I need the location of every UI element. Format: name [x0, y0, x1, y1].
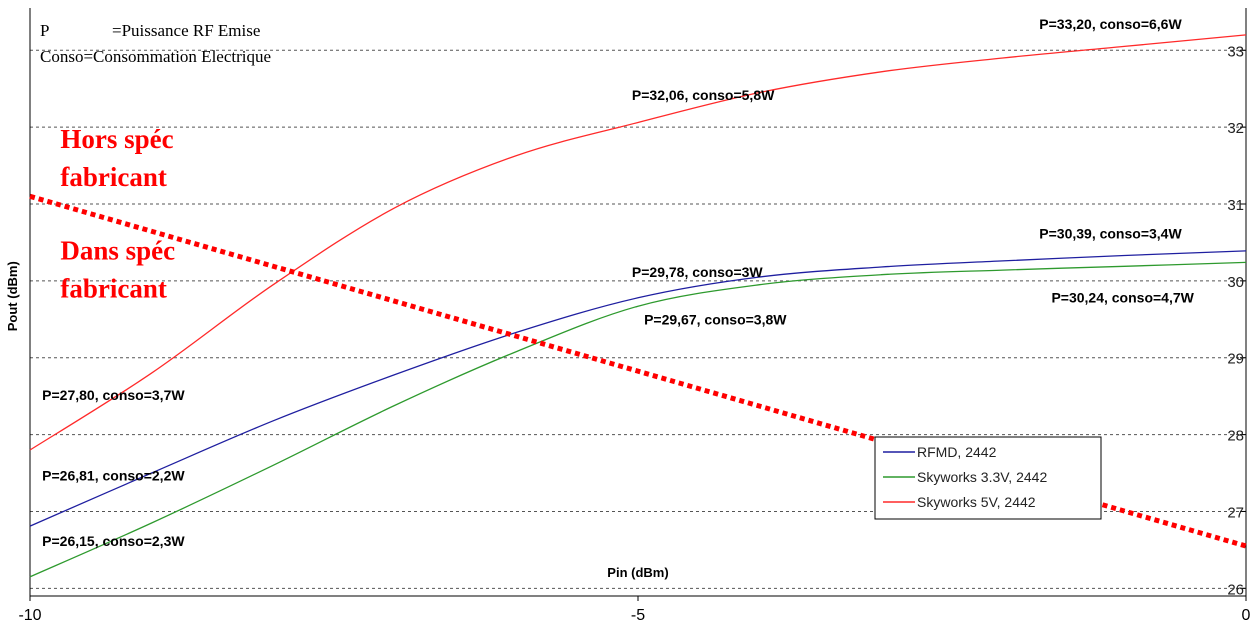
- axes: 26 27 28 29 30 31 32 33 -10 -5 0 Pin (dBm) Pout (dBm…: [5, 8, 1251, 624]
- x-tick-label: -10: [18, 607, 41, 624]
- legend-label: Skyworks 5V, 2442: [917, 494, 1036, 510]
- legend: RFMD, 2442 Skyworks 3.3V, 2442 Skyworks 5V…: [874, 436, 1102, 520]
- gridlines: [30, 49, 1246, 589]
- y-tick-label: 30: [1227, 274, 1244, 291]
- series-line-2: [29, 34, 1247, 451]
- x-tick-label: 0: [1242, 607, 1251, 624]
- series-line-0: [29, 250, 1247, 527]
- y-axis-label: Pout (dBm): [5, 261, 20, 331]
- legend-label: Skyworks 3.3V, 2442: [917, 469, 1047, 485]
- note-key: P: [40, 21, 49, 40]
- legend-box: [874, 436, 1102, 520]
- point-label: P=32,06, conso=5,8W: [632, 87, 775, 103]
- point-label: P=29,78, conso=3W: [632, 264, 764, 280]
- annotation-text: Hors spéc: [60, 124, 173, 154]
- y-tick-label: 27: [1227, 504, 1244, 521]
- y-tick-label: 28: [1227, 428, 1244, 445]
- point-label: P=26,15, conso=2,3W: [42, 533, 185, 549]
- note-value: =Puissance RF Emise: [112, 21, 260, 40]
- point-label: P=27,80, conso=3,7W: [42, 387, 185, 403]
- y-tick-label: 26: [1227, 581, 1244, 598]
- y-tick-label: 31: [1227, 197, 1244, 214]
- series-lines: [29, 34, 1247, 578]
- point-label: P=26,81, conso=2,2W: [42, 468, 185, 484]
- y-tick-label: 29: [1227, 351, 1244, 368]
- point-label: P=30,39, conso=3,4W: [1039, 226, 1182, 242]
- x-tick-label: -5: [631, 607, 645, 624]
- annotation-text: fabricant: [60, 162, 166, 192]
- point-label: P=33,20, conso=6,6W: [1039, 16, 1182, 32]
- x-axis-label: Pin (dBm): [607, 565, 668, 580]
- point-label: P=30,24, conso=4,7W: [1051, 289, 1194, 305]
- y-tick-label: 32: [1227, 120, 1244, 137]
- point-label: P=29,67, conso=3,8W: [644, 312, 787, 328]
- y-tick-label: 33: [1227, 43, 1244, 60]
- note-value: Conso=Consommation Electrique: [40, 47, 271, 66]
- annotation-text: fabricant: [60, 273, 166, 303]
- notes: Hors spéc fabricant Dans spéc fabricant P =Pu…: [40, 21, 271, 303]
- point-labels: P=33,20, conso=6,6WP=32,06, conso=5,8WP=…: [42, 16, 1194, 549]
- legend-label: RFMD, 2442: [917, 444, 997, 460]
- series-line-1: [29, 261, 1247, 578]
- annotation-text: Dans spéc: [60, 235, 175, 265]
